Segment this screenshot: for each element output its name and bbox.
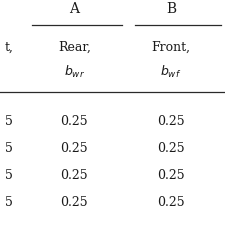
Text: t,: t, bbox=[4, 41, 13, 54]
Text: $b_{wf}$: $b_{wf}$ bbox=[160, 64, 182, 80]
Text: 0.25: 0.25 bbox=[157, 196, 185, 209]
Text: 5: 5 bbox=[5, 196, 13, 209]
Text: 0.25: 0.25 bbox=[157, 142, 185, 155]
Text: 0.25: 0.25 bbox=[61, 169, 88, 182]
Text: 0.25: 0.25 bbox=[157, 169, 185, 182]
Text: B: B bbox=[166, 2, 176, 16]
Text: Rear,: Rear, bbox=[58, 41, 91, 54]
Text: 5: 5 bbox=[5, 115, 13, 128]
Text: 5: 5 bbox=[5, 169, 13, 182]
Text: A: A bbox=[69, 2, 79, 16]
Text: 0.25: 0.25 bbox=[61, 196, 88, 209]
Text: 0.25: 0.25 bbox=[61, 142, 88, 155]
Text: $b_{wr}$: $b_{wr}$ bbox=[64, 64, 85, 80]
Text: 5: 5 bbox=[5, 142, 13, 155]
Text: Front,: Front, bbox=[151, 41, 191, 54]
Text: 0.25: 0.25 bbox=[157, 115, 185, 128]
Text: 0.25: 0.25 bbox=[61, 115, 88, 128]
